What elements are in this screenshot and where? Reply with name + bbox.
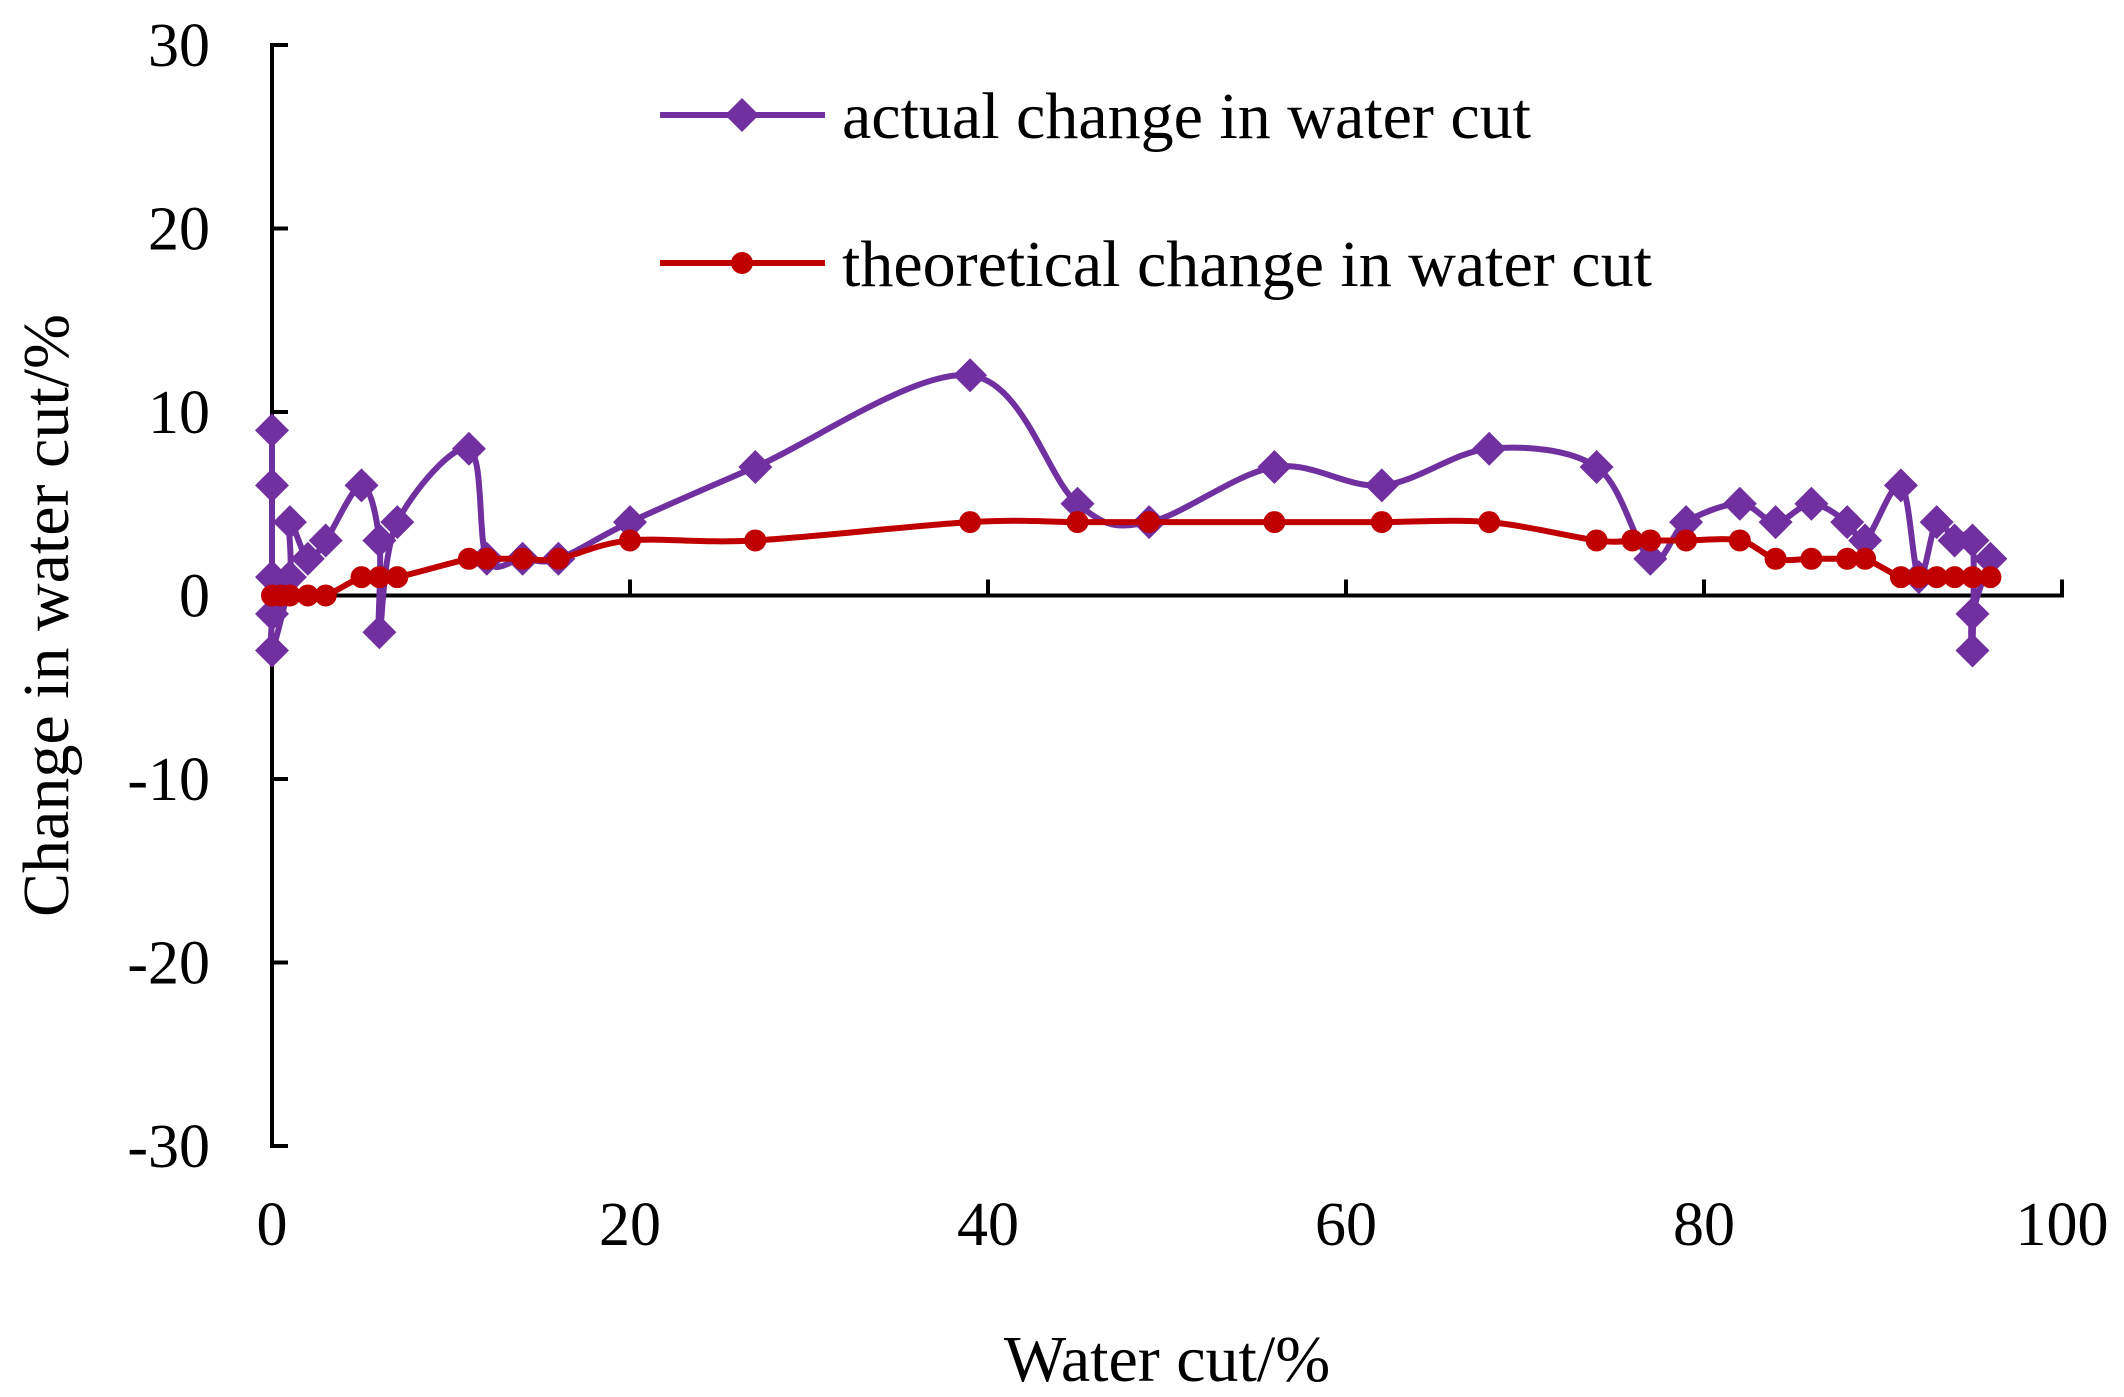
x-tick-label: 100 (2016, 1191, 2109, 1259)
data-point (1364, 468, 1399, 503)
data-point (1943, 566, 1966, 589)
data-point (511, 547, 534, 570)
series-layer (255, 358, 2008, 668)
data-point (1669, 505, 1704, 540)
data-point (1830, 505, 1865, 540)
data-point (1836, 547, 1859, 570)
data-point (1973, 541, 2008, 576)
data-point (1722, 486, 1757, 521)
data-point (959, 511, 982, 534)
data-point (296, 584, 319, 607)
data-point (380, 505, 415, 540)
data-point (1478, 511, 1501, 534)
data-point (344, 468, 379, 503)
data-point (1907, 566, 1930, 589)
y-tick-label: 10 (148, 379, 210, 447)
data-point (255, 633, 289, 668)
data-point (1955, 596, 1990, 631)
data-point (1257, 450, 1292, 485)
x-tick-label: 0 (257, 1191, 288, 1259)
y-tick-label: -10 (127, 746, 210, 814)
data-point (1138, 511, 1161, 534)
data-point (308, 523, 343, 558)
data-point (744, 529, 767, 552)
data-point (255, 413, 289, 448)
data-point (362, 523, 397, 558)
data-point (255, 468, 289, 503)
data-point (1263, 511, 1286, 534)
legend-marker (731, 252, 753, 274)
data-point (1579, 450, 1614, 485)
x-tick-label: 80 (1673, 1191, 1735, 1259)
data-point (1370, 511, 1393, 534)
x-axis-title: Water cut/% (1004, 1323, 1330, 1396)
data-point (1621, 529, 1644, 552)
data-point (1961, 566, 1984, 589)
data-point (1764, 547, 1787, 570)
data-point (1925, 566, 1948, 589)
data-point (1979, 566, 2002, 589)
data-point (1800, 547, 1823, 570)
data-point (278, 584, 301, 607)
series-theoretical (261, 511, 2002, 607)
legend-label-theoretical: theoretical change in water cut (842, 228, 1652, 301)
data-point (1883, 468, 1918, 503)
data-point (314, 584, 337, 607)
data-point (1633, 541, 1668, 576)
series-actual (255, 358, 2008, 668)
data-point (1675, 529, 1698, 552)
data-point (362, 615, 397, 650)
series-line (267, 372, 1994, 657)
data-point (619, 529, 641, 552)
data-point (1728, 529, 1751, 552)
data-point (290, 541, 325, 576)
data-point (457, 547, 480, 570)
data-point (1639, 529, 1662, 552)
data-point (953, 358, 988, 393)
x-tick-label: 20 (599, 1191, 661, 1259)
data-point (475, 547, 498, 570)
axes: -30 -20 -10 0 10 20 30 0 20 40 60 80 100 (127, 12, 2108, 1259)
data-point (738, 450, 773, 485)
data-point (368, 566, 391, 589)
data-point (1854, 547, 1877, 570)
y-tick-label: 30 (148, 12, 210, 80)
y-tick-label: -20 (127, 930, 210, 998)
y-tick-label: 0 (179, 563, 210, 631)
data-point (272, 505, 307, 540)
y-tick-label: -30 (127, 1113, 210, 1181)
data-point (350, 566, 373, 589)
data-point (547, 547, 570, 570)
data-point (1758, 505, 1793, 540)
y-tick-label: 20 (148, 196, 210, 264)
data-point (1794, 486, 1829, 521)
data-point (1919, 505, 1954, 540)
data-point (1585, 529, 1608, 552)
data-point (1060, 486, 1095, 521)
y-axis-title: Change in water cut/% (10, 314, 83, 917)
data-point (613, 505, 647, 540)
legend-label-actual: actual change in water cut (842, 80, 1531, 153)
data-point (451, 431, 486, 466)
data-point (1955, 523, 1990, 558)
data-point (1848, 523, 1883, 558)
data-point (1472, 431, 1507, 466)
data-point (1889, 566, 1912, 589)
data-point (1066, 511, 1089, 534)
data-point (1937, 523, 1972, 558)
x-tick-label: 60 (1315, 1191, 1377, 1259)
legend: actual change in water cut theoretical c… (660, 80, 1652, 301)
data-point (386, 566, 409, 589)
data-point (1955, 633, 1990, 668)
x-tick-label: 40 (957, 1191, 1019, 1259)
legend-marker (725, 98, 759, 132)
